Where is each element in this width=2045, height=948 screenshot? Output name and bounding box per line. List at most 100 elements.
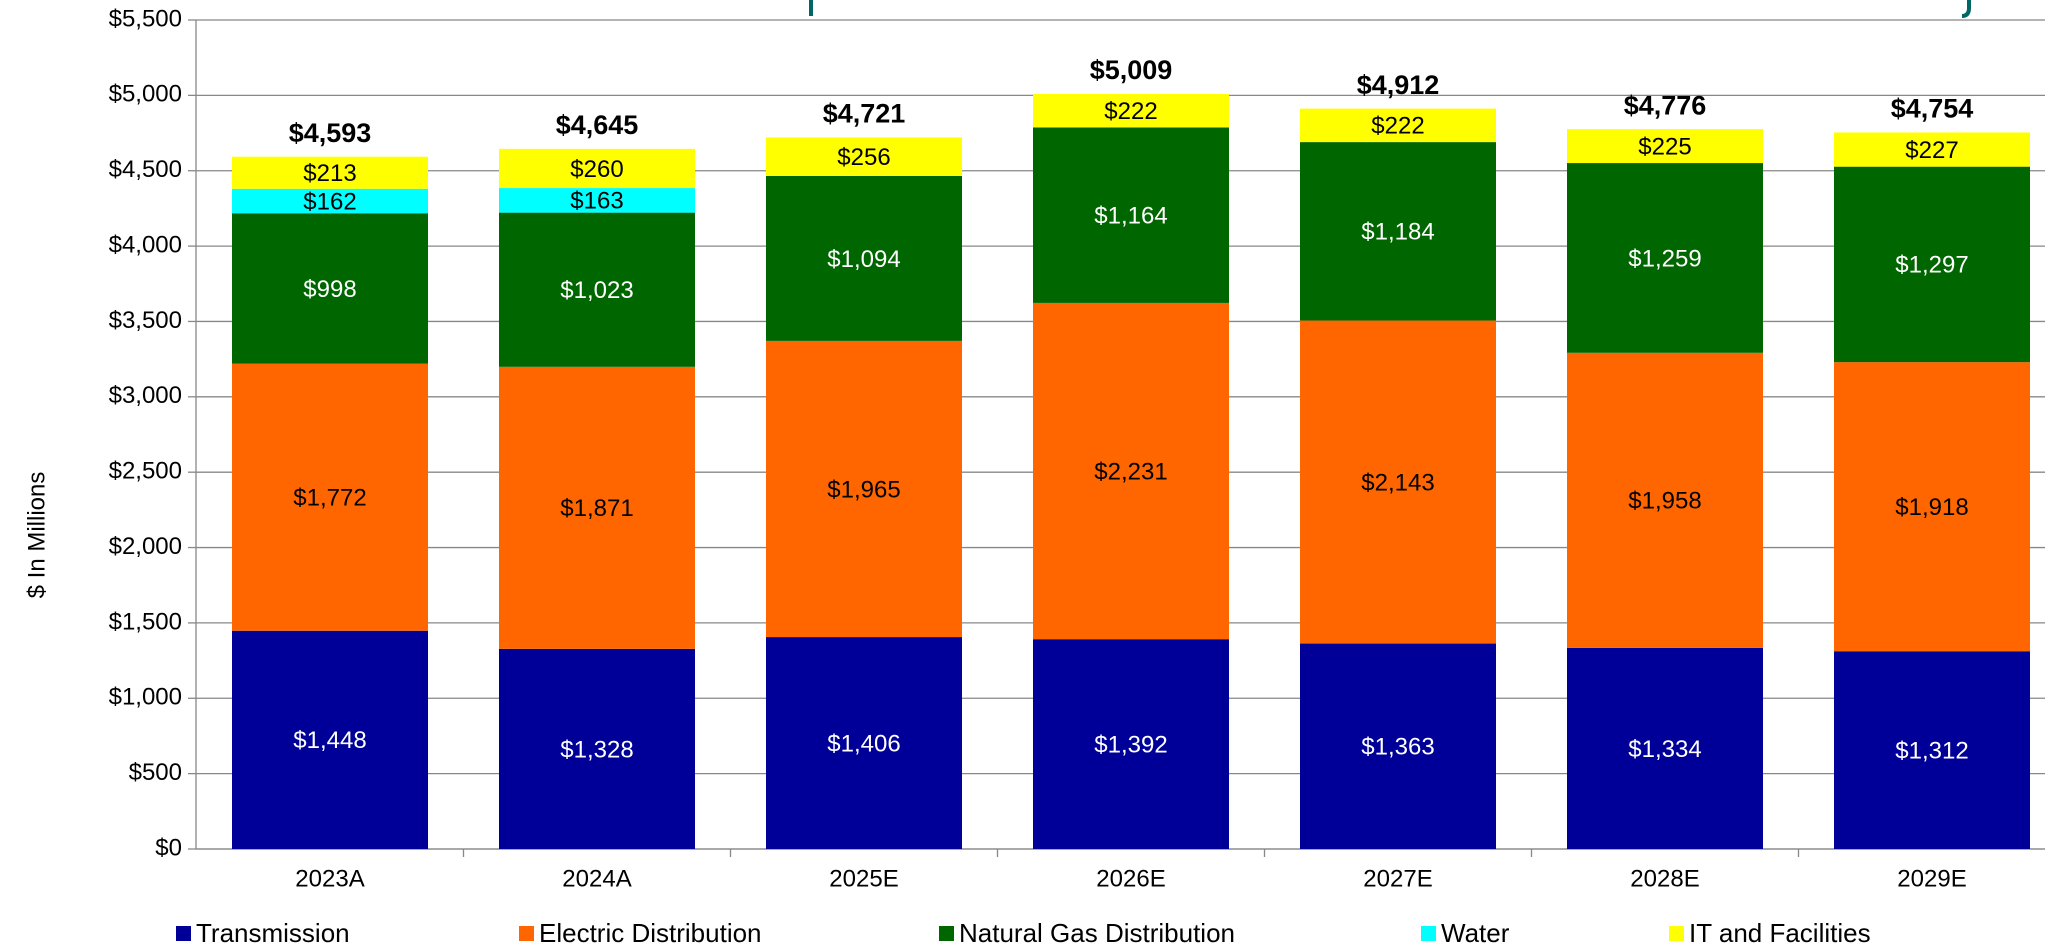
- y-tick-label: $3,500: [109, 307, 182, 334]
- y-tick-label: $5,000: [109, 81, 182, 108]
- data-label: $998: [303, 276, 356, 303]
- data-label: $162: [303, 188, 356, 215]
- total-label: $4,593: [289, 118, 372, 148]
- x-tick-label: 2023A: [295, 865, 364, 892]
- data-label: $1,871: [560, 495, 633, 522]
- y-tick-label: $500: [129, 759, 182, 786]
- total-label: $5,009: [1090, 55, 1173, 85]
- total-label: $4,912: [1357, 70, 1440, 100]
- data-label: $2,231: [1094, 458, 1167, 485]
- data-label: $222: [1371, 113, 1424, 140]
- bar-segment: [1567, 647, 1763, 849]
- bracket-decoration: [809, 0, 1971, 18]
- legend-label: Natural Gas Distribution: [959, 918, 1235, 948]
- legend-swatch: [176, 926, 191, 941]
- y-tick-label: $2,500: [109, 458, 182, 485]
- x-tick-label: 2025E: [829, 865, 898, 892]
- data-label: $227: [1905, 137, 1958, 164]
- data-label: $1,094: [827, 246, 900, 273]
- data-label: $1,297: [1895, 252, 1968, 279]
- bar-segment: [499, 648, 695, 849]
- total-label: $4,645: [556, 110, 639, 140]
- bar-segment: [499, 148, 695, 189]
- data-label: $1,334: [1628, 736, 1701, 763]
- data-label: $1,406: [827, 730, 900, 757]
- y-tick-label: $1,500: [109, 608, 182, 635]
- bar-segment: [1033, 127, 1229, 303]
- bar-segment: [766, 340, 962, 638]
- y-tick-label: $2,000: [109, 533, 182, 560]
- x-tick-label: 2026E: [1096, 865, 1165, 892]
- y-tick-label: $4,000: [109, 231, 182, 258]
- bar-segment: [1834, 651, 2030, 849]
- data-label: $1,312: [1895, 737, 1968, 764]
- data-label: $2,143: [1361, 469, 1434, 496]
- bar-segment: [232, 630, 428, 849]
- legend-label: Electric Distribution: [539, 918, 762, 948]
- y-tick-label: $5,500: [109, 5, 182, 32]
- data-label: $1,164: [1094, 203, 1167, 230]
- bar-segment: [232, 363, 428, 631]
- data-label: $260: [570, 156, 623, 183]
- data-label: $1,392: [1094, 731, 1167, 758]
- bar-segment: [1567, 352, 1763, 648]
- bar-segment: [1300, 142, 1496, 321]
- data-label: $213: [303, 160, 356, 187]
- total-label: $4,721: [823, 99, 906, 129]
- bar-segment: [1300, 108, 1496, 143]
- data-label: $1,259: [1628, 245, 1701, 272]
- data-label: $225: [1638, 133, 1691, 160]
- y-axis-label: $ In Millions: [23, 472, 50, 599]
- data-label: $1,772: [293, 485, 366, 512]
- legend-swatch: [1669, 926, 1684, 941]
- bar-segment: [1834, 132, 2030, 167]
- bar-segment: [1834, 362, 2030, 652]
- total-label: $4,776: [1624, 90, 1707, 120]
- bar-segment: [1567, 129, 1763, 164]
- legend-label: Water: [1441, 918, 1510, 948]
- data-label: $1,184: [1361, 219, 1434, 246]
- data-label: $1,958: [1628, 488, 1701, 515]
- y-tick-label: $3,000: [109, 382, 182, 409]
- bar-segment: [499, 188, 695, 213]
- data-label: $256: [837, 144, 890, 171]
- bar-segment: [766, 176, 962, 341]
- x-tick-label: 2028E: [1630, 865, 1699, 892]
- data-label: $1,023: [560, 277, 633, 304]
- total-label: $4,754: [1891, 94, 1974, 124]
- bar-segment: [1834, 166, 2030, 363]
- bar-segment: [1033, 639, 1229, 849]
- bar-segment: [766, 637, 962, 849]
- data-label: $1,918: [1895, 494, 1968, 521]
- bar-segment: [232, 213, 428, 364]
- y-tick-label: $4,500: [109, 156, 182, 183]
- bar-segment: [1033, 94, 1229, 128]
- bar-segment: [1300, 320, 1496, 644]
- data-label: $1,965: [827, 476, 900, 503]
- data-label: $1,448: [293, 727, 366, 754]
- bar-segment: [499, 212, 695, 367]
- legend-swatch: [519, 926, 534, 941]
- x-tick-label: 2029E: [1897, 865, 1966, 892]
- bar-segment: [232, 188, 428, 214]
- y-tick-label: $0: [155, 834, 182, 861]
- data-label: $1,328: [560, 736, 633, 763]
- legend-label: IT and Facilities: [1689, 918, 1871, 948]
- bar-segment: [232, 156, 428, 189]
- bar-segment: [766, 137, 962, 177]
- legend-swatch: [1421, 926, 1436, 941]
- data-label: $163: [570, 188, 623, 215]
- data-label: $1,363: [1361, 734, 1434, 761]
- bar-segment: [1300, 643, 1496, 849]
- x-tick-label: 2027E: [1363, 865, 1432, 892]
- bar-segment: [499, 366, 695, 649]
- y-tick-label: $1,000: [109, 684, 182, 711]
- x-tick-label: 2024A: [562, 865, 631, 892]
- legend-label: Transmission: [196, 918, 350, 948]
- bar-segment: [1033, 302, 1229, 640]
- bar-segment: [1567, 163, 1763, 353]
- legend-swatch: [939, 926, 954, 941]
- data-label: $222: [1104, 98, 1157, 125]
